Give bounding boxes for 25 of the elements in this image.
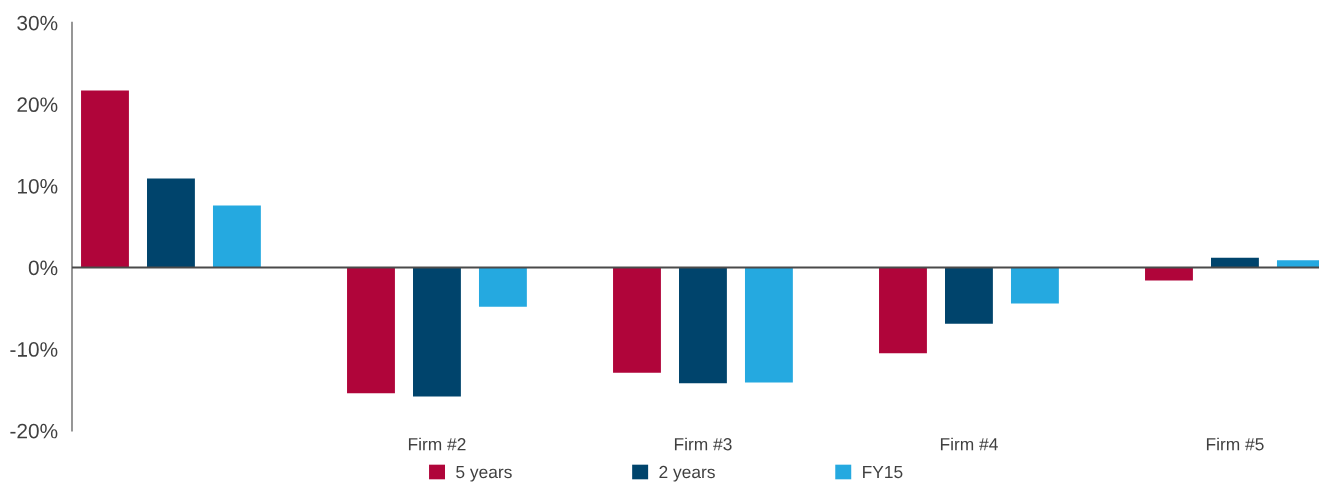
x-tick-label: Firm #2 xyxy=(408,437,466,451)
bar xyxy=(613,267,661,373)
x-tick-label: Firm #3 xyxy=(674,437,732,451)
bar xyxy=(147,178,195,268)
bar xyxy=(413,267,461,397)
bar xyxy=(212,205,261,268)
bar xyxy=(879,267,927,354)
y-tick-label: 10% xyxy=(18,178,58,194)
bar xyxy=(679,267,727,384)
bar xyxy=(945,267,993,324)
bar xyxy=(478,267,527,307)
y-tick-label: -10% xyxy=(10,342,58,357)
y-tick-label: 20% xyxy=(17,97,58,113)
bar xyxy=(744,267,793,383)
bar xyxy=(1010,267,1059,304)
x-tick-label: Firm #4 xyxy=(940,437,998,451)
bar xyxy=(347,267,395,394)
legend-label: 2 years xyxy=(659,465,715,482)
y-tick-label: -20% xyxy=(10,423,58,439)
legend-label: 5 years xyxy=(456,466,512,482)
x-tick-label: Firm #5 xyxy=(1206,437,1264,451)
y-tick-label: 0% xyxy=(28,260,58,276)
bar xyxy=(81,90,129,268)
legend-label: FY15 xyxy=(863,466,903,479)
y-tick-label: 30% xyxy=(17,15,58,31)
